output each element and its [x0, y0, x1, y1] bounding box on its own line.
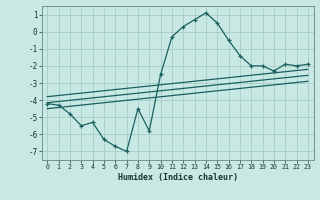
X-axis label: Humidex (Indice chaleur): Humidex (Indice chaleur)	[118, 173, 237, 182]
